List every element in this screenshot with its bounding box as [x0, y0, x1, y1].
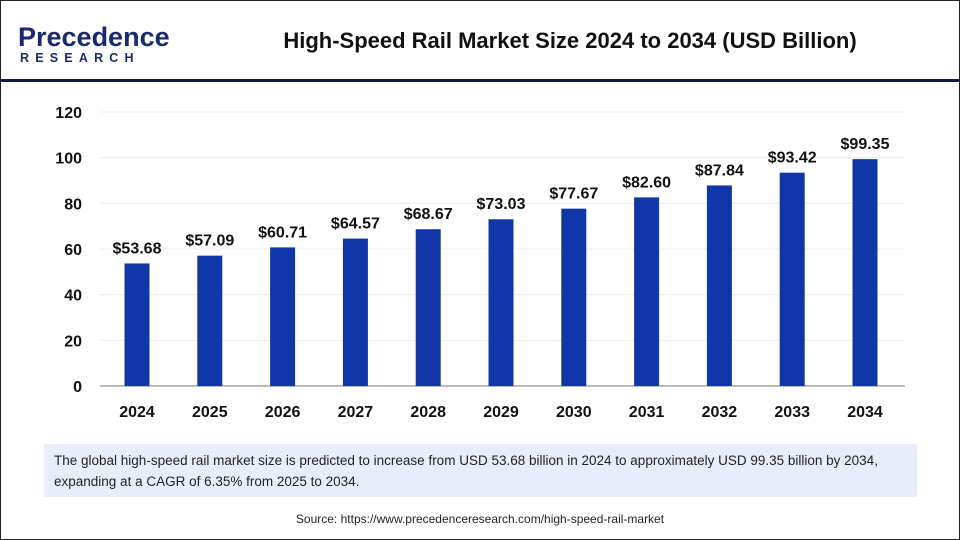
data-label: $53.68	[113, 240, 162, 257]
x-tick-label: 2032	[702, 404, 738, 421]
x-tick-label: 2027	[338, 404, 374, 421]
y-tick-label: 120	[55, 105, 82, 122]
data-label: $64.57	[331, 216, 380, 233]
data-label: $77.67	[549, 186, 598, 203]
data-label: $57.09	[185, 233, 234, 250]
x-tick-label: 2025	[192, 404, 228, 421]
x-tick-label: 2031	[629, 404, 665, 421]
data-label: $93.42	[768, 150, 817, 167]
bar	[488, 219, 514, 386]
data-label: $99.35	[841, 136, 890, 153]
x-tick-label: 2034	[847, 404, 883, 421]
logo-text: Precedence	[18, 22, 170, 52]
data-label: $60.71	[258, 224, 307, 241]
y-tick-label: 80	[64, 196, 82, 213]
x-tick-label: 2028	[410, 404, 446, 421]
y-tick-label: 40	[64, 288, 82, 305]
bar	[415, 229, 441, 386]
bar	[124, 263, 150, 386]
data-label: $68.67	[404, 206, 453, 223]
y-tick-label: 60	[64, 242, 82, 259]
logo: Precedence RESEARCH	[18, 22, 170, 65]
x-tick-label: 2024	[119, 404, 155, 421]
x-tick-label: 2030	[556, 404, 592, 421]
source-text: Source: https://www.precedenceresearch.c…	[295, 512, 665, 526]
bar	[634, 197, 660, 386]
header-divider	[0, 79, 960, 82]
bar-chart: 0 20 40 60 80 100 120 $53.68 2024 $57.09 2025 $60.7…	[55, 105, 905, 421]
logo-subtext: RESEARCH	[20, 51, 140, 65]
chart-title: High-Speed Rail Market Size 2024 to 2034…	[283, 28, 857, 53]
x-tick-label: 2029	[483, 404, 519, 421]
y-tick-label: 0	[73, 379, 82, 396]
bar	[197, 255, 223, 386]
bar	[706, 185, 732, 386]
footnote: The global high-speed rail market size i…	[44, 444, 917, 497]
bar	[561, 208, 587, 386]
data-label: $87.84	[695, 162, 744, 179]
bar	[342, 238, 368, 386]
data-label: $73.03	[477, 196, 526, 213]
bar	[270, 247, 296, 386]
y-tick-label: 20	[64, 333, 82, 350]
x-tick-label: 2033	[774, 404, 810, 421]
bar	[779, 172, 805, 386]
bar	[852, 159, 878, 386]
data-label: $82.60	[622, 174, 671, 191]
y-tick-label: 100	[55, 151, 82, 168]
x-tick-label: 2026	[265, 404, 301, 421]
